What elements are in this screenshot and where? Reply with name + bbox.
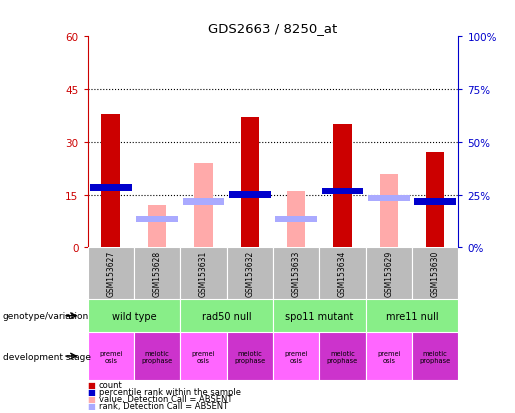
Text: premei
osis: premei osis [284, 350, 308, 363]
Bar [182, 199, 225, 205]
Text: meiotic
prophase: meiotic prophase [420, 350, 451, 363]
Bar [380, 174, 398, 248]
Bar [273, 248, 319, 299]
Bar [319, 248, 366, 299]
Bar [229, 192, 271, 198]
Text: ■: ■ [88, 394, 95, 404]
Text: GSM153631: GSM153631 [199, 251, 208, 297]
Text: wild type: wild type [112, 311, 156, 321]
Bar [412, 332, 458, 380]
Bar [227, 248, 273, 299]
Title: GDS2663 / 8250_at: GDS2663 / 8250_at [209, 21, 337, 35]
Text: meiotic
prophase: meiotic prophase [327, 350, 358, 363]
Text: premei
osis: premei osis [192, 350, 215, 363]
Bar [366, 299, 458, 332]
Bar [366, 332, 412, 380]
Bar [241, 118, 259, 248]
Text: ■: ■ [88, 387, 95, 396]
Text: GSM153629: GSM153629 [384, 251, 393, 297]
Text: GSM153634: GSM153634 [338, 250, 347, 297]
Text: GSM153633: GSM153633 [291, 250, 301, 297]
Bar [194, 164, 213, 248]
Bar [90, 185, 132, 191]
Text: value, Detection Call = ABSENT: value, Detection Call = ABSENT [99, 394, 232, 404]
Text: count: count [99, 380, 123, 389]
Text: percentile rank within the sample: percentile rank within the sample [99, 387, 241, 396]
Text: premei
osis: premei osis [377, 350, 401, 363]
Bar [333, 125, 352, 248]
Text: GSM153632: GSM153632 [245, 251, 254, 297]
Bar [136, 216, 178, 223]
Bar [88, 332, 134, 380]
Text: mre11 null: mre11 null [386, 311, 438, 321]
Bar [134, 332, 180, 380]
Bar [319, 332, 366, 380]
Bar [273, 299, 366, 332]
Bar [134, 248, 180, 299]
Bar [275, 216, 317, 223]
Text: development stage: development stage [3, 352, 91, 361]
Bar [148, 206, 166, 248]
Text: genotype/variation: genotype/variation [3, 311, 89, 320]
Bar [88, 299, 180, 332]
Text: GSM153627: GSM153627 [106, 251, 115, 297]
Bar [273, 332, 319, 380]
Bar [180, 248, 227, 299]
Text: meiotic
prophase: meiotic prophase [234, 350, 265, 363]
Bar [414, 199, 456, 205]
Bar [366, 248, 412, 299]
Bar [180, 332, 227, 380]
Text: GSM153628: GSM153628 [152, 251, 162, 297]
Text: ■: ■ [88, 401, 95, 411]
Bar [321, 188, 364, 195]
Bar [426, 153, 444, 248]
Text: ■: ■ [88, 380, 95, 389]
Bar [180, 299, 273, 332]
Text: rad50 null: rad50 null [202, 311, 251, 321]
Text: spo11 mutant: spo11 mutant [285, 311, 353, 321]
Text: rank, Detection Call = ABSENT: rank, Detection Call = ABSENT [99, 401, 228, 411]
Bar [412, 248, 458, 299]
Bar [101, 114, 120, 248]
Bar [227, 332, 273, 380]
Bar [287, 192, 305, 248]
Text: premei
osis: premei osis [99, 350, 123, 363]
Bar [368, 195, 410, 202]
Bar [88, 248, 134, 299]
Text: GSM153630: GSM153630 [431, 250, 440, 297]
Text: meiotic
prophase: meiotic prophase [142, 350, 173, 363]
